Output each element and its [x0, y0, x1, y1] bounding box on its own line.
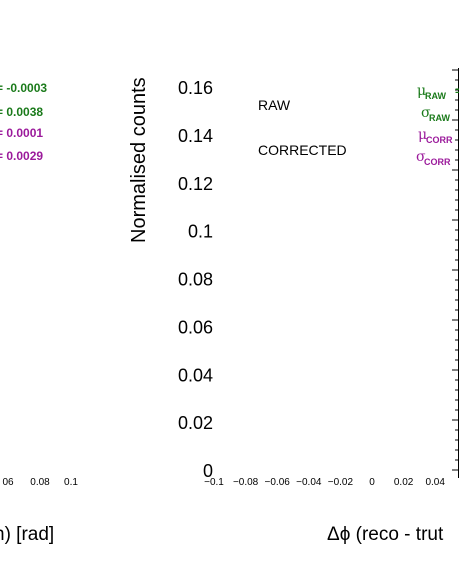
right-axis-ticks — [452, 69, 458, 471]
y-tick-label: 0 — [203, 461, 213, 481]
y-tick-label: 0.1 — [188, 222, 213, 242]
x-tick-label: −0.04 — [296, 477, 322, 488]
x-tick-label: −0.02 — [328, 477, 354, 488]
stat-symbol: σ — [416, 149, 426, 165]
stat-subscript: RAW — [429, 113, 451, 123]
left-panel: = -0.0003 = 0.0038 = 0.0001 = 0.0029 06 0.08… — [0, 81, 78, 545]
x-tick-label: 0.04 — [425, 477, 445, 488]
y-tick-label: 0.14 — [178, 126, 213, 146]
main-panel: Normalised counts 0 0.02 0.04 0.06 0.08 0.1 0.… — [128, 68, 459, 545]
stat-subscript: CORR — [424, 157, 451, 167]
left-panel-stats: = -0.0003 = 0.0038 = 0.0001 = 0.0029 — [0, 81, 47, 163]
left-stat-value: = 0.0029 — [0, 149, 43, 163]
y-tick-label: 0.08 — [178, 270, 213, 290]
stat-symbol: μ — [418, 127, 427, 143]
left-x-tick-label: 0.08 — [30, 477, 50, 488]
stat-value: = — [455, 84, 459, 98]
y-tick-label: 0.06 — [178, 317, 213, 337]
left-panel-x-axis-title: h) [rad] — [0, 524, 54, 545]
y-tick-label: 0.12 — [178, 174, 213, 194]
x-tick-label: 0 — [369, 477, 375, 488]
stat-symbol: σ — [421, 105, 431, 121]
x-axis-title: Δϕ (reco - trut — [327, 524, 444, 545]
x-tick-label: −0.08 — [233, 477, 259, 488]
left-stat-value: = -0.0003 — [0, 81, 47, 95]
stat-subscript: RAW — [425, 91, 447, 101]
stat-subscript: CORR — [426, 135, 453, 145]
left-x-tick-label: 0.1 — [64, 477, 78, 488]
x-tick-label: −0.06 — [265, 477, 291, 488]
legend-entry-corrected: CORRECTED — [258, 142, 347, 158]
left-stat-value: = 0.0001 — [0, 126, 43, 140]
left-panel-xticks: 06 0.08 0.1 — [2, 477, 78, 488]
legend: RAW CORRECTED — [258, 97, 347, 158]
x-tick-label: −0.1 — [204, 477, 224, 488]
y-tick-labels: 0 0.02 0.04 0.06 0.08 0.1 0.12 0.14 0.16 — [178, 78, 213, 481]
left-stat-value: = 0.0038 — [0, 105, 43, 119]
y-axis-title: Normalised counts — [128, 77, 150, 243]
x-tick-label: 0.02 — [394, 477, 414, 488]
y-tick-label: 0.04 — [178, 365, 213, 385]
y-tick-label: 0.16 — [178, 78, 213, 98]
left-x-tick-label: 06 — [2, 477, 14, 488]
y-tick-label: 0.02 — [178, 413, 213, 433]
stat-symbol: μ — [417, 83, 426, 99]
legend-entry-raw: RAW — [258, 97, 291, 113]
